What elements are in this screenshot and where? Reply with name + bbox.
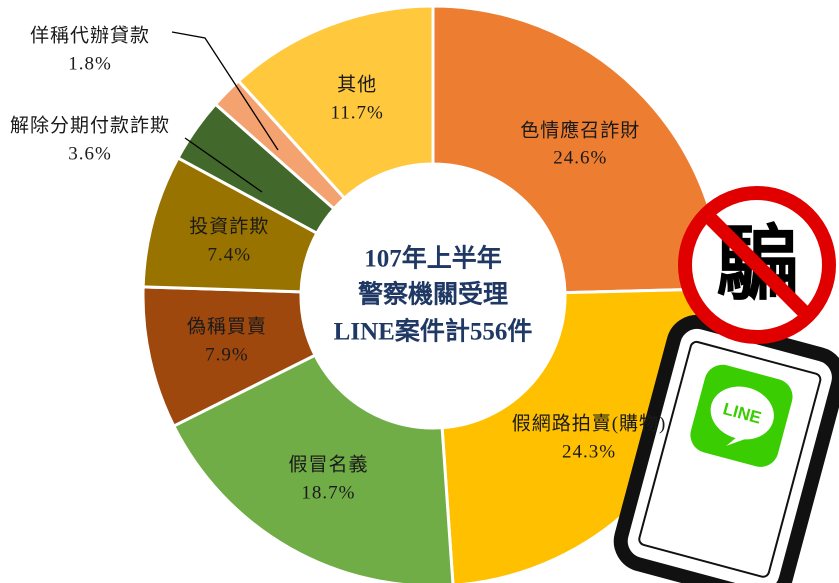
center-line: 107年上半年 [364,245,502,273]
slice [171,353,455,583]
value-label: 24.3% [562,441,617,462]
no-fraud-icon: 騙 [678,186,836,344]
slice-label: 偽稱買賣 7.9% [187,314,267,369]
category-label: 假網路拍賣(購物) [511,413,667,435]
value-label: 24.6% [553,147,608,169]
category-label: 佯稱代辦貸款 [29,25,150,47]
slice-label: 解除分期付款詐欺 3.6% [10,112,170,167]
value-label: 1.8% [68,53,112,74]
leader-line [171,31,279,151]
slice-label: 假冒名義 18.7% [288,452,368,507]
category-label: 偽稱買賣 [186,316,267,338]
value-label: 3.6% [68,143,112,164]
category-label: 其他 [337,74,378,96]
value-label: 18.7% [301,482,356,504]
slice-label: 其他 11.7% [330,72,383,127]
slice-label: 投資詐欺 7.4% [189,213,269,268]
value-label: 11.7% [330,102,384,124]
category-label: 投資詐欺 [189,216,270,238]
center-line: LINE案件計556件 [333,318,533,346]
center-label: 107年上半年 警察機關受理 LINE案件計556件 [334,242,533,351]
slice-label: 色情應召詐財 24.6% [520,117,640,172]
value-label: 7.4% [207,243,252,265]
category-label: 假冒名義 [288,454,369,476]
slice [236,4,435,201]
center-line: 警察機關受理 [357,281,509,309]
category-label: 解除分期付款詐欺 [10,115,171,137]
leader-line [184,137,263,193]
category-label: 色情應召詐財 [520,120,641,142]
value-label: 7.9% [205,344,249,366]
slice-label: 假網路拍賣(購物) 24.3% [512,410,667,465]
slice-label: 佯稱代辦貸款 1.8% [5,22,175,77]
